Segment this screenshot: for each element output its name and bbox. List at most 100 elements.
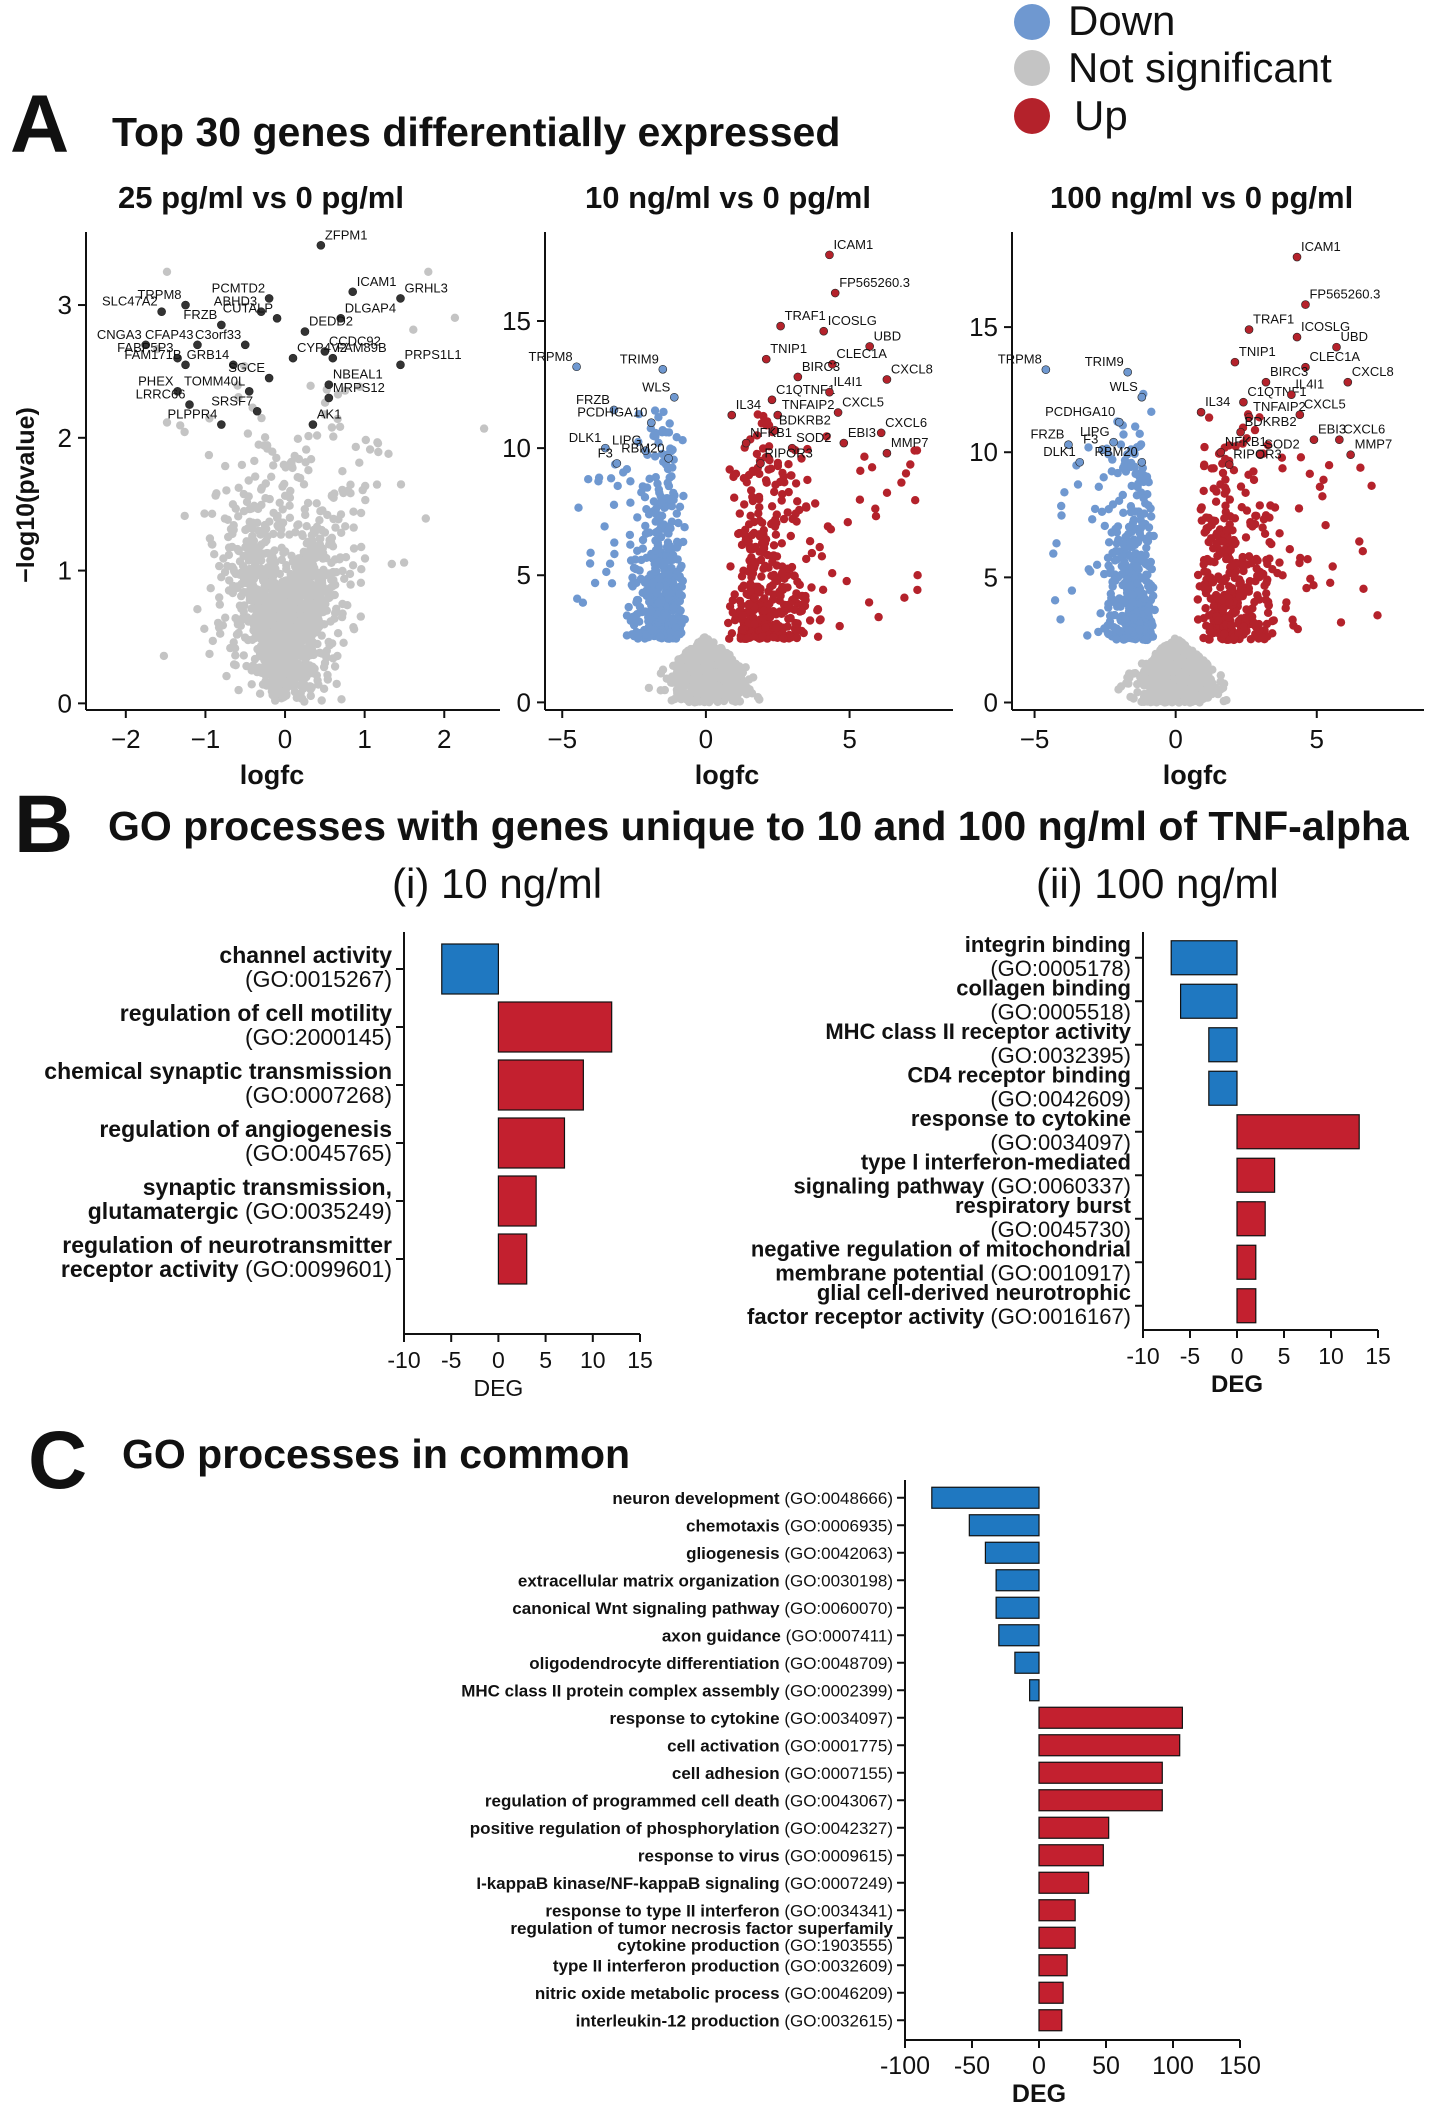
data-point (633, 630, 643, 639)
data-point (1222, 554, 1231, 564)
data-point (1114, 572, 1123, 582)
data-point (685, 690, 694, 699)
data-point (1222, 525, 1231, 534)
data-point (1275, 558, 1284, 567)
category-go-id: (GO:0048709) (780, 1654, 893, 1673)
data-point (695, 638, 705, 648)
data-point (1193, 570, 1203, 580)
bar (1038, 1734, 1181, 1757)
data-point (242, 661, 251, 671)
data-point (665, 588, 674, 598)
category-name: MHC class II protein complex assembly (461, 1681, 780, 1700)
data-point (321, 651, 331, 660)
y-tick-label: 0 (58, 688, 72, 718)
data-point (1161, 669, 1171, 679)
data-point (306, 691, 315, 701)
data-point (269, 627, 278, 636)
gene-label: TNFAIP2 (1253, 399, 1306, 414)
data-point (649, 497, 659, 506)
data-point (650, 406, 660, 415)
data-point (1094, 482, 1104, 491)
data-point (205, 649, 214, 659)
gene-label: SRSF7 (211, 393, 253, 408)
data-point (162, 267, 172, 276)
data-point (1214, 572, 1223, 581)
data-point (255, 689, 265, 698)
data-point (255, 649, 265, 659)
data-point (747, 486, 756, 495)
data-point (584, 475, 593, 484)
data-point (234, 483, 243, 492)
data-point (248, 596, 257, 605)
data-point (669, 603, 678, 612)
data-point (815, 542, 824, 552)
data-point (421, 514, 430, 523)
data-point (1133, 482, 1142, 492)
data-point (695, 673, 705, 682)
data-point (1136, 511, 1146, 520)
data-point (265, 517, 274, 526)
data-point (280, 665, 289, 674)
gene-label: BDKRB2 (779, 412, 831, 427)
data-point (254, 440, 263, 449)
data-point (1104, 450, 1113, 459)
gene-point (828, 359, 837, 369)
data-point (349, 523, 358, 532)
data-point (1230, 571, 1239, 580)
gene-label: FAM89B (337, 340, 387, 355)
gene-point (157, 307, 166, 316)
data-point (778, 490, 787, 499)
gene-label: CUTALP (223, 300, 273, 315)
gene-label: PHEX (138, 373, 174, 388)
gene-label: FRZB (183, 307, 217, 322)
data-point (206, 584, 215, 593)
data-point (779, 514, 789, 524)
data-point (722, 648, 731, 658)
x-tick-label: 0 (1231, 1343, 1244, 1369)
data-point (1139, 494, 1148, 503)
data-point (1108, 500, 1118, 509)
data-point (340, 386, 350, 395)
gene-point (185, 400, 194, 409)
go-unique-100ng-bar-chart: integrin binding(GO:0005178)collagen bin… (747, 932, 1391, 1398)
category-label: interleukin-12 production (GO:0032615) (576, 2011, 893, 2030)
data-point (247, 680, 256, 689)
data-point (742, 634, 751, 643)
data-point (1277, 453, 1287, 462)
category-go-id: (GO:0032615) (780, 2011, 893, 2030)
data-point (1367, 481, 1376, 490)
gene-point (1239, 397, 1248, 407)
data-point (1114, 685, 1123, 694)
data-point (746, 511, 755, 520)
data-point (1067, 586, 1077, 595)
data-point (239, 651, 248, 660)
gene-label: ICOSLG (828, 313, 877, 328)
data-point (1136, 554, 1146, 563)
bar (1179, 983, 1238, 1019)
data-point (327, 423, 337, 432)
data-point (293, 473, 302, 482)
gene-point (601, 443, 610, 453)
data-point (697, 683, 706, 692)
data-point (770, 522, 780, 531)
gene-point (609, 405, 619, 415)
gene-label: CXCL6 (1343, 422, 1385, 437)
gene-point (830, 288, 840, 298)
category-name: canonical Wnt signaling pathway (512, 1599, 780, 1618)
data-point (1142, 543, 1151, 552)
data-point (1128, 590, 1137, 600)
data-point (248, 524, 258, 533)
category-go-id: (GO:0030198) (780, 1571, 893, 1590)
data-point (659, 558, 669, 568)
data-point (1056, 615, 1065, 624)
data-point (1140, 594, 1150, 603)
data-point (293, 434, 303, 443)
data-point (330, 662, 340, 671)
data-point (205, 414, 214, 423)
data-point (795, 505, 804, 515)
data-point (600, 522, 609, 531)
data-point (631, 555, 640, 564)
category-go-id: (GO:0006935) (780, 1516, 893, 1535)
data-point (1170, 683, 1180, 692)
data-point (613, 481, 622, 491)
